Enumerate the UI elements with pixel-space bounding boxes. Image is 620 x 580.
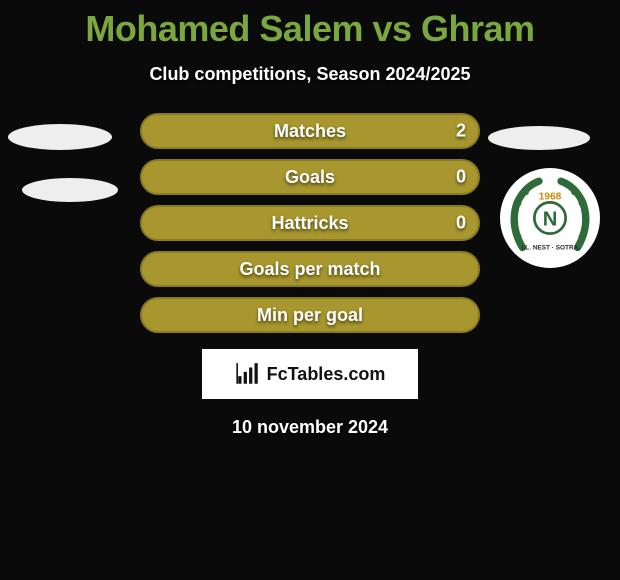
player-left-avatar-1: [8, 124, 112, 150]
badge-year: 1968: [539, 192, 562, 203]
subtitle: Club competitions, Season 2024/2025: [0, 64, 620, 85]
stat-label: Min per goal: [257, 305, 363, 326]
club-badge: 1968 N I.L. NEST · SOTRA: [500, 168, 600, 268]
stat-value-right: 0: [456, 213, 466, 234]
club-badge-svg: 1968 N I.L. NEST · SOTRA: [504, 172, 596, 264]
stat-row-hattricks: Hattricks 0: [140, 205, 480, 241]
date-text: 10 november 2024: [0, 417, 620, 438]
stat-row-goals-per-match: Goals per match: [140, 251, 480, 287]
player-left-avatar-2: [22, 178, 118, 202]
player-right-avatar: [488, 126, 590, 150]
stat-label: Matches: [274, 121, 346, 142]
stat-value-right: 0: [456, 167, 466, 188]
stat-row-min-per-goal: Min per goal: [140, 297, 480, 333]
bar-chart-icon: [235, 361, 261, 387]
stat-row-matches: Matches 2: [140, 113, 480, 149]
page-title: Mohamed Salem vs Ghram: [0, 0, 620, 50]
stat-value-right: 2: [456, 121, 466, 142]
stat-label: Goals per match: [239, 259, 380, 280]
badge-letter: N: [543, 208, 558, 230]
stat-label: Goals: [285, 167, 335, 188]
badge-bottom-text: I.L. NEST · SOTRA: [522, 244, 579, 251]
site-logo-text: FcTables.com: [267, 364, 386, 385]
site-logo: FcTables.com: [202, 349, 418, 399]
stat-label: Hattricks: [271, 213, 348, 234]
stat-row-goals: Goals 0: [140, 159, 480, 195]
